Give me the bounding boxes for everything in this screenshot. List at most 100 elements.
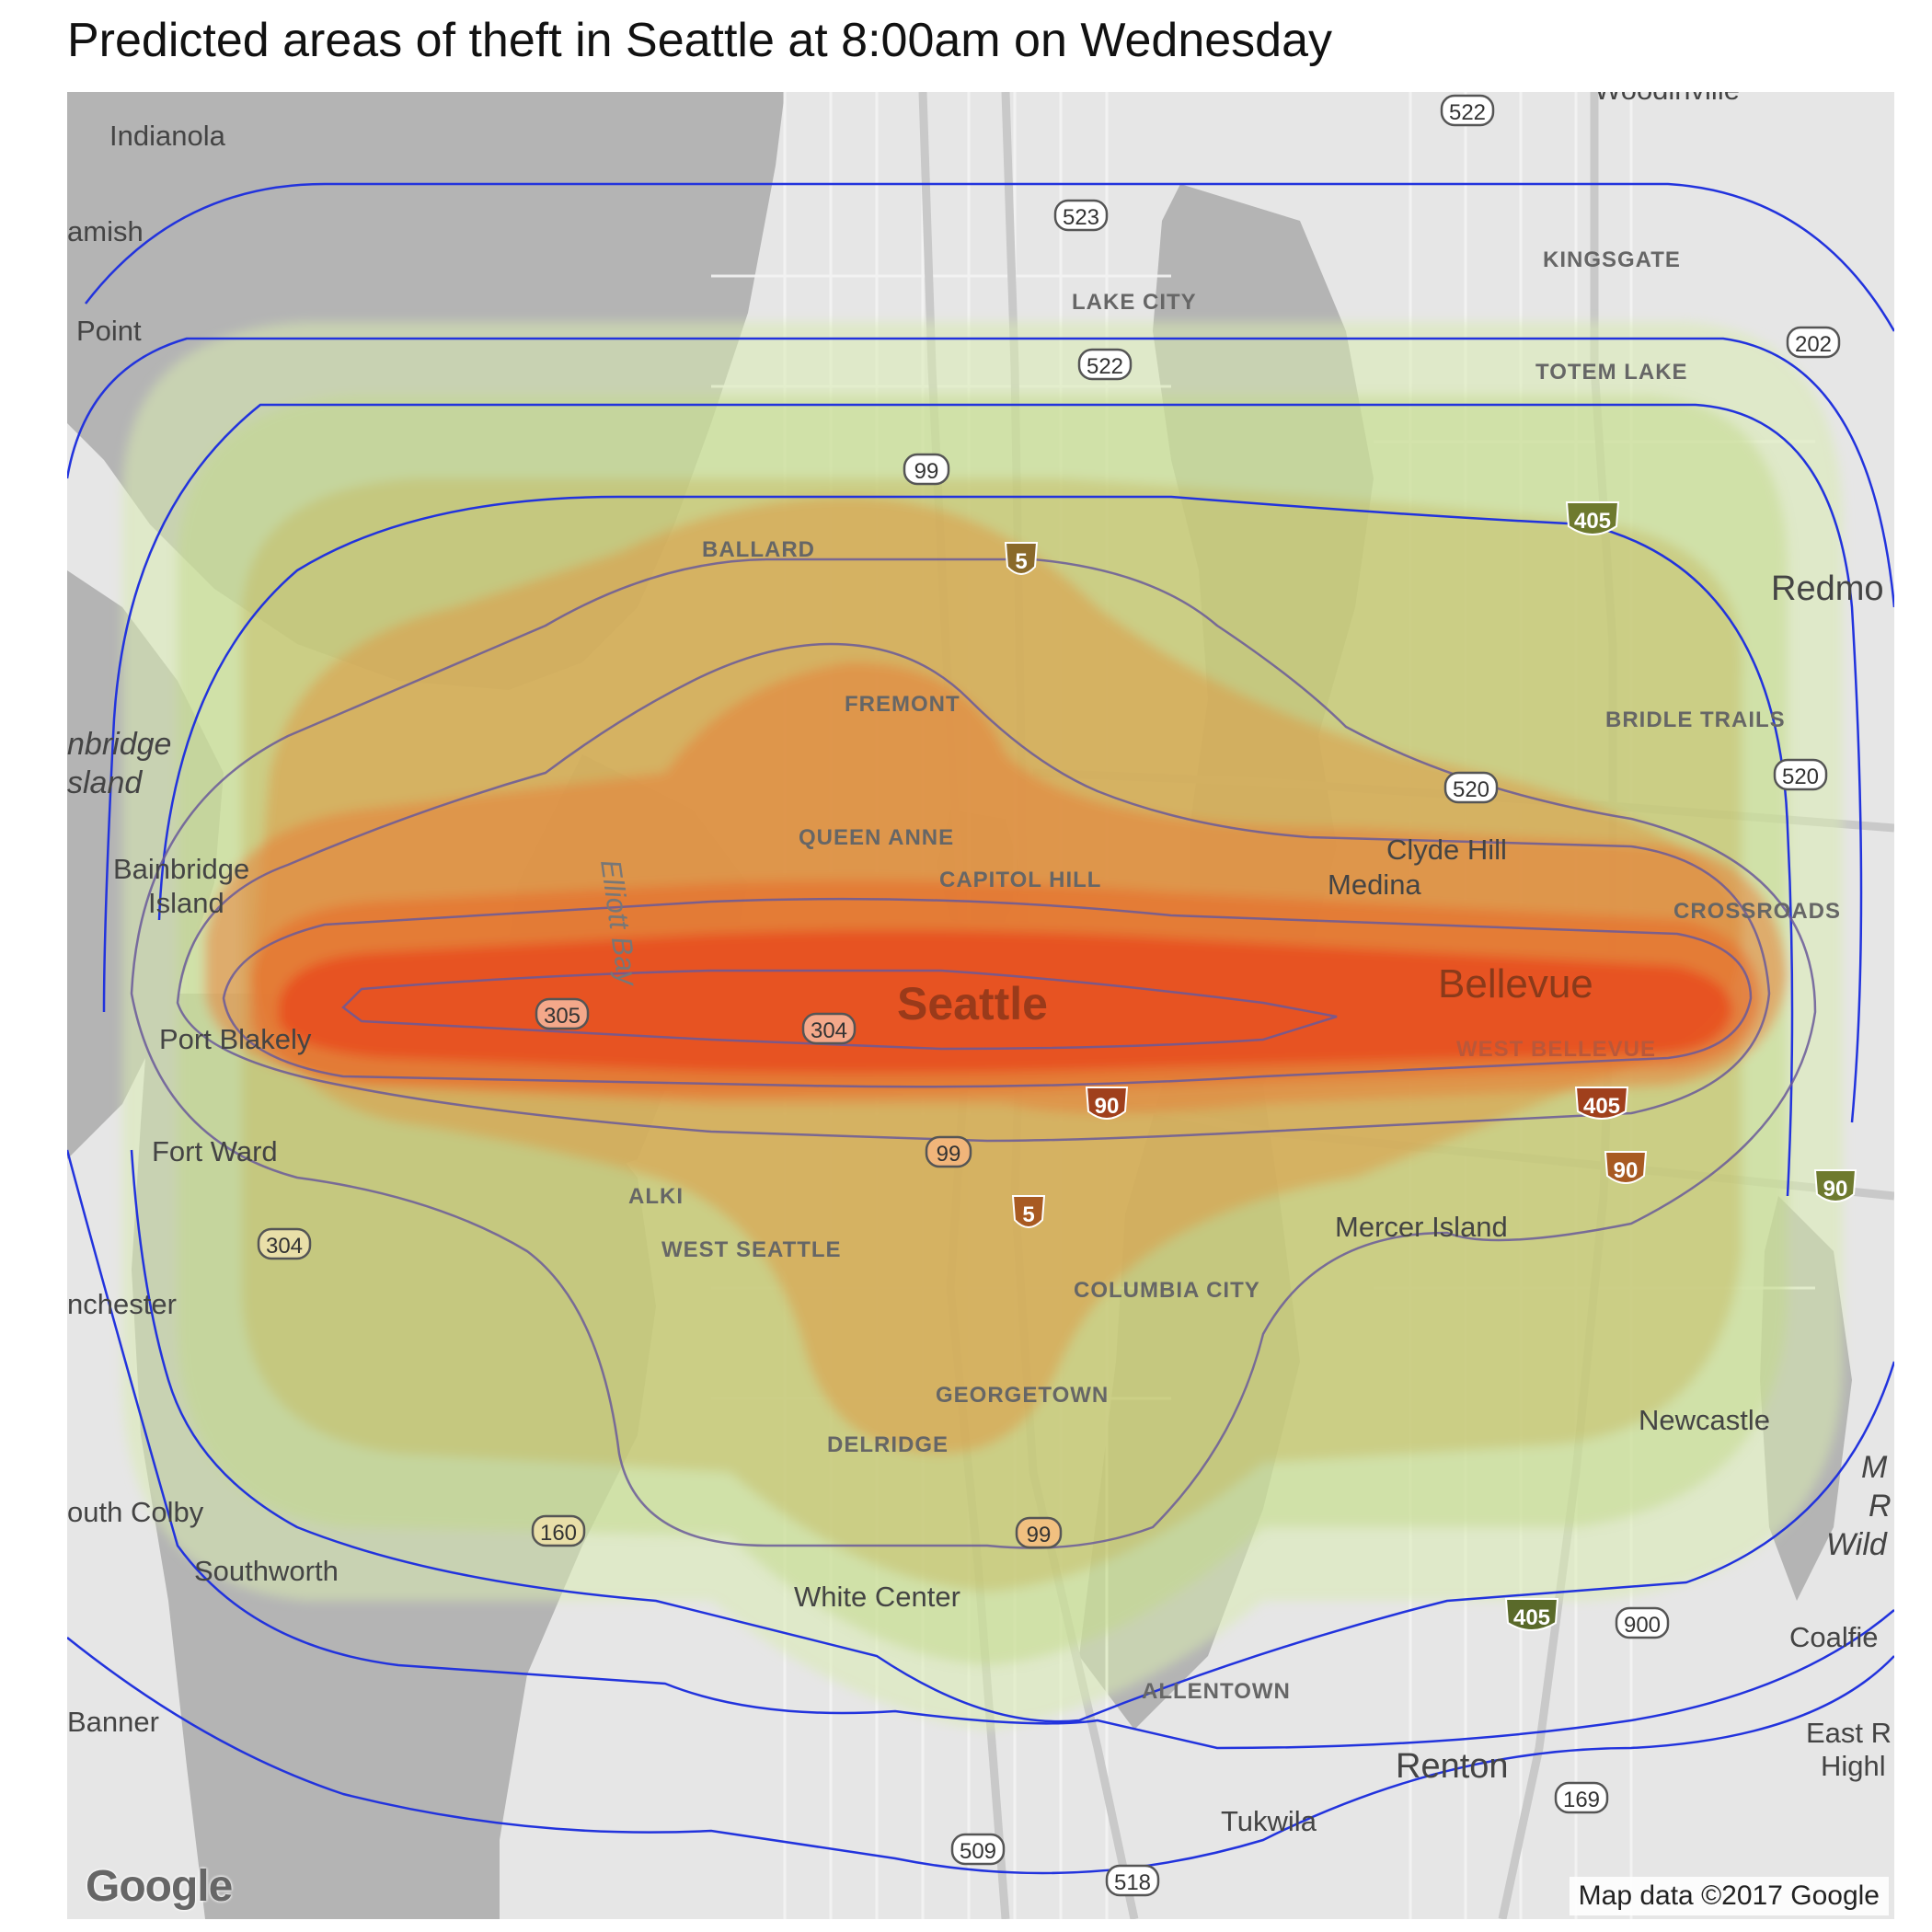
route-shield-522-top: 522 bbox=[1440, 94, 1495, 127]
route-shield-99-mid: 99 bbox=[925, 1135, 972, 1168]
map-title: Predicted areas of theft in Seattle at 8… bbox=[67, 14, 1333, 67]
svg-text:523: 523 bbox=[1063, 205, 1099, 230]
label-georgetown: GEORGETOWN bbox=[936, 1383, 1109, 1408]
label-alki: ALKI bbox=[628, 1184, 684, 1209]
label-fremont: FREMONT bbox=[845, 692, 960, 717]
interstate-shields: 405 5 90 405 90 5 90 405 bbox=[1004, 501, 1857, 1631]
label-capitol-hill: CAPITOL HILL bbox=[939, 868, 1101, 892]
route-shield-99-south: 99 bbox=[1015, 1516, 1063, 1549]
inner-contour-3 bbox=[222, 897, 1753, 1088]
route-shield-304-east: 304 bbox=[801, 1012, 857, 1045]
svg-text:5: 5 bbox=[1015, 549, 1027, 574]
outer-contour-7 bbox=[130, 1149, 1894, 1723]
svg-text:99: 99 bbox=[1027, 1523, 1052, 1547]
label-mercer-island: Mercer Island bbox=[1335, 1211, 1508, 1243]
route-shield-523: 523 bbox=[1053, 199, 1109, 232]
map-attribution[interactable]: Map data ©2017 Google bbox=[1569, 1877, 1889, 1915]
label-south-colby: outh Colby bbox=[67, 1496, 204, 1528]
label-allentown: ALLENTOWN bbox=[1142, 1679, 1291, 1704]
route-shield-520-west: 520 bbox=[1443, 771, 1499, 804]
svg-text:305: 305 bbox=[544, 1004, 581, 1029]
route-shield-900: 900 bbox=[1615, 1606, 1670, 1639]
label-manchester: nchester bbox=[67, 1288, 177, 1320]
label-highlands: Highl bbox=[1821, 1750, 1886, 1782]
label-crossroads: CROSSROADS bbox=[1673, 899, 1841, 924]
route-shield-99-north: 99 bbox=[903, 453, 950, 486]
label-wild-1: M bbox=[1861, 1450, 1888, 1485]
label-woodinville: Woodinville bbox=[1594, 92, 1740, 106]
district-labels: BALLARD FREMONT QUEEN ANNE CAPITOL HILL … bbox=[628, 247, 1841, 1704]
route-shield-520-east: 520 bbox=[1773, 758, 1828, 791]
map-view[interactable]: BALLARD FREMONT QUEEN ANNE CAPITOL HILL … bbox=[67, 92, 1894, 1919]
label-bridle-trails: BRIDLE TRAILS bbox=[1605, 707, 1786, 732]
inner-contour-4 bbox=[341, 969, 1338, 1051]
place-labels: Indianola amish Point nbridge sland Bain… bbox=[67, 92, 1892, 1837]
interstate-shield-405-north: 405 bbox=[1565, 501, 1620, 535]
label-fort-ward: Fort Ward bbox=[152, 1135, 278, 1167]
svg-text:405: 405 bbox=[1583, 1094, 1620, 1119]
svg-text:509: 509 bbox=[960, 1839, 996, 1864]
label-bainbridge-italic-1: nbridge bbox=[67, 727, 171, 762]
interstate-shield-90-east: 90 bbox=[1813, 1169, 1857, 1202]
label-totem-lake: TOTEM LAKE bbox=[1535, 360, 1688, 385]
svg-text:169: 169 bbox=[1563, 1788, 1600, 1812]
outer-contour-2 bbox=[67, 337, 1894, 608]
google-logo: Google bbox=[86, 1862, 233, 1911]
svg-text:522: 522 bbox=[1087, 354, 1123, 379]
svg-text:90: 90 bbox=[1823, 1177, 1848, 1202]
label-lake-city: LAKE CITY bbox=[1072, 290, 1197, 315]
density-level-7 bbox=[279, 930, 1732, 1074]
map-canvas[interactable]: BALLARD FREMONT QUEEN ANNE CAPITOL HILL … bbox=[67, 92, 1894, 1919]
label-southworth: Southworth bbox=[194, 1555, 339, 1587]
svg-text:90: 90 bbox=[1614, 1158, 1639, 1183]
label-medina: Medina bbox=[1328, 868, 1421, 901]
label-ballard: BALLARD bbox=[702, 537, 815, 562]
label-clyde-hill: Clyde Hill bbox=[1386, 834, 1507, 866]
label-bainbridge-island-2: Island bbox=[148, 887, 224, 919]
label-west-bellevue: WEST BELLEVUE bbox=[1456, 1037, 1656, 1062]
label-redmond: Redmo bbox=[1771, 569, 1884, 608]
svg-text:99: 99 bbox=[937, 1142, 961, 1167]
label-tukwila: Tukwila bbox=[1221, 1805, 1317, 1837]
interstate-shield-5-south: 5 bbox=[1011, 1195, 1046, 1228]
interstate-shield-90-west: 90 bbox=[1085, 1087, 1129, 1120]
svg-text:405: 405 bbox=[1574, 509, 1611, 534]
svg-text:202: 202 bbox=[1795, 332, 1832, 357]
label-wild-3: Wild bbox=[1826, 1527, 1888, 1562]
label-indianola: Indianola bbox=[109, 120, 226, 152]
label-white-center: White Center bbox=[794, 1581, 960, 1613]
route-shield-509: 509 bbox=[950, 1833, 1006, 1866]
label-wild-2: R bbox=[1869, 1489, 1892, 1524]
label-newcastle: Newcastle bbox=[1639, 1404, 1770, 1436]
outer-contour-1 bbox=[85, 182, 1894, 332]
inner-contours bbox=[130, 558, 1817, 1549]
theft-density-fills bbox=[122, 322, 1843, 1730]
outer-contours bbox=[67, 182, 1894, 1875]
interstate-shield-405-south: 405 bbox=[1504, 1598, 1559, 1631]
route-shield-169: 169 bbox=[1554, 1781, 1609, 1814]
svg-text:522: 522 bbox=[1449, 100, 1486, 125]
svg-text:304: 304 bbox=[266, 1234, 303, 1259]
inner-contour-2 bbox=[176, 642, 1771, 1143]
route-shield-518: 518 bbox=[1105, 1864, 1160, 1897]
label-suquamish: amish bbox=[67, 215, 144, 247]
svg-text:90: 90 bbox=[1095, 1094, 1120, 1119]
route-shield-304-west: 304 bbox=[257, 1227, 312, 1260]
label-banner: Banner bbox=[67, 1706, 159, 1738]
label-bainbridge-island-1: Bainbridge bbox=[113, 853, 249, 885]
outer-contour-6 bbox=[67, 1637, 1894, 1875]
label-east-renton: East R bbox=[1806, 1717, 1892, 1749]
outer-contour-4 bbox=[157, 495, 1794, 1197]
interstate-shield-5-north: 5 bbox=[1004, 542, 1039, 575]
route-shield-202: 202 bbox=[1786, 326, 1841, 359]
label-bainbridge-italic-2: sland bbox=[67, 765, 143, 800]
label-point: Point bbox=[76, 315, 142, 347]
outer-contour-5 bbox=[67, 1149, 1894, 1750]
svg-text:160: 160 bbox=[540, 1521, 577, 1546]
svg-text:405: 405 bbox=[1513, 1605, 1550, 1630]
label-renton: Renton bbox=[1396, 1747, 1509, 1786]
svg-text:304: 304 bbox=[811, 1018, 847, 1043]
svg-text:520: 520 bbox=[1453, 777, 1489, 802]
label-port-blakely: Port Blakely bbox=[159, 1023, 312, 1055]
label-columbia-city: COLUMBIA CITY bbox=[1074, 1278, 1260, 1303]
